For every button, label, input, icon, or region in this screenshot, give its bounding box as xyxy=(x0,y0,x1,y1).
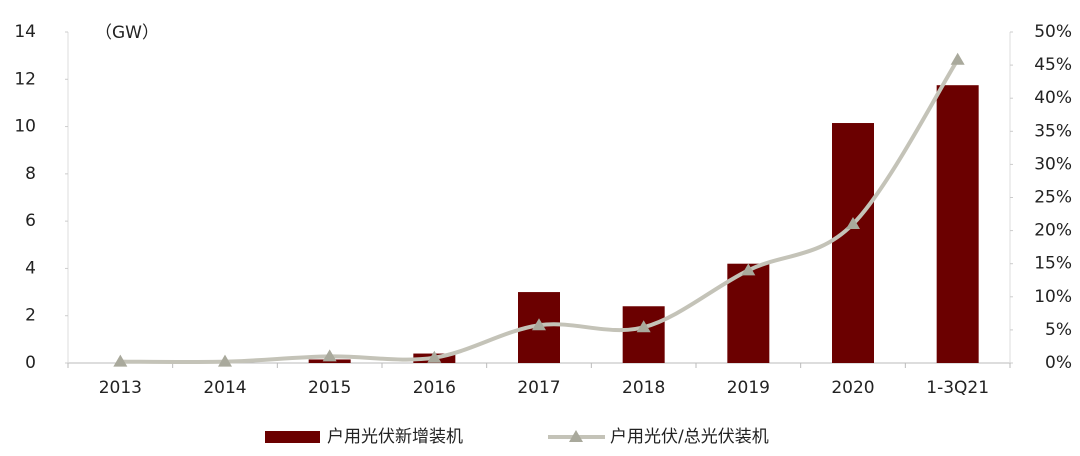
marker xyxy=(427,350,442,363)
legend-swatch xyxy=(265,431,320,443)
y2-tick-label: 45% xyxy=(1034,55,1072,75)
marker xyxy=(846,216,860,229)
marker xyxy=(218,354,232,367)
bar xyxy=(622,306,665,363)
y-tick-label: 0 xyxy=(25,353,36,373)
marker xyxy=(532,318,546,331)
x-tick-label: 2014 xyxy=(203,378,246,398)
y2-tick-label: 35% xyxy=(1034,121,1072,141)
y-tick-label: 14 xyxy=(14,22,36,42)
x-tick-label: 2019 xyxy=(727,378,770,398)
x-tick-label: 2020 xyxy=(831,378,874,398)
y2-tick-label: 15% xyxy=(1034,254,1072,274)
y2-tick-label: 50% xyxy=(1034,22,1072,42)
y-tick-label: 6 xyxy=(25,211,36,231)
y2-tick-label: 10% xyxy=(1034,287,1072,307)
bar xyxy=(832,123,874,364)
x-tick-label: 2016 xyxy=(413,378,456,398)
y-tick-label: 10 xyxy=(14,117,36,137)
x-tick-label: 2018 xyxy=(622,378,665,398)
y2-tick-label: 25% xyxy=(1034,188,1072,208)
y2-tick-label: 20% xyxy=(1034,221,1072,241)
y-tick-label: 2 xyxy=(25,306,36,326)
y-tick-label: 8 xyxy=(25,164,36,184)
legend-label: 户用光伏/总光伏装机 xyxy=(610,427,769,447)
x-tick-label: 2015 xyxy=(308,378,351,398)
marker xyxy=(636,320,651,333)
marker xyxy=(950,52,965,65)
unit-label: （GW） xyxy=(95,23,159,43)
y2-tick-label: 40% xyxy=(1034,88,1072,108)
x-tick-label: 2017 xyxy=(517,378,560,398)
y-tick-label: 12 xyxy=(14,69,36,89)
y2-tick-label: 0% xyxy=(1045,353,1072,373)
marker xyxy=(741,263,756,276)
legend-label: 户用光伏新增装机 xyxy=(327,427,463,447)
y2-tick-label: 30% xyxy=(1034,154,1072,174)
marker xyxy=(322,349,337,362)
marker xyxy=(113,354,128,367)
bar xyxy=(936,85,979,364)
y-tick-label: 4 xyxy=(25,258,36,278)
y2-tick-label: 5% xyxy=(1045,320,1072,340)
legend-marker xyxy=(569,430,583,442)
x-tick-label: 1-3Q21 xyxy=(926,378,989,398)
x-tick-label: 2013 xyxy=(99,378,142,398)
